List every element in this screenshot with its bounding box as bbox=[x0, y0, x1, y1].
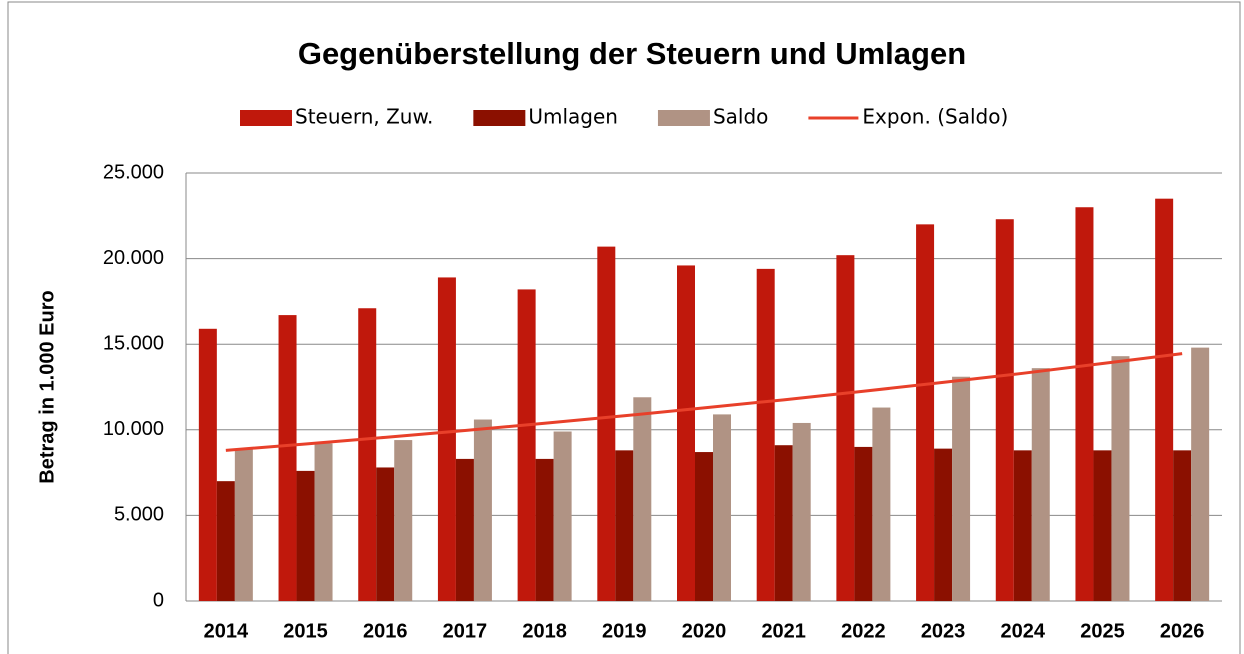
bar bbox=[553, 431, 572, 601]
bar bbox=[756, 268, 775, 601]
trend-line bbox=[225, 352, 1183, 452]
bar bbox=[995, 219, 1014, 601]
bar bbox=[695, 452, 713, 601]
x-tick-label: 2020 bbox=[682, 620, 727, 642]
bar bbox=[916, 224, 935, 602]
bar bbox=[677, 265, 695, 601]
bar bbox=[1191, 347, 1210, 601]
legend-swatch bbox=[240, 110, 292, 126]
bar bbox=[535, 458, 554, 601]
bar bbox=[473, 419, 492, 601]
chart-title: Gegenüberstellung der Steuern und Umlage… bbox=[298, 36, 966, 71]
legend-label: Saldo bbox=[713, 105, 768, 129]
bar bbox=[394, 440, 413, 601]
legend-swatch bbox=[473, 110, 526, 126]
x-tick-label: 2018 bbox=[522, 620, 567, 642]
bar bbox=[1155, 198, 1174, 601]
bar bbox=[774, 445, 793, 601]
bar bbox=[1031, 368, 1050, 601]
x-tick-label: 2017 bbox=[443, 620, 488, 642]
x-tick-label: 2026 bbox=[1160, 620, 1205, 642]
bar bbox=[517, 289, 536, 601]
x-tick-label: 2022 bbox=[841, 620, 886, 642]
bar bbox=[296, 470, 315, 601]
bar bbox=[1093, 450, 1112, 601]
bar bbox=[836, 255, 855, 601]
bar bbox=[615, 450, 634, 601]
bar bbox=[713, 414, 731, 601]
bar bbox=[952, 376, 971, 601]
y-tick-label: 20.000 bbox=[103, 247, 164, 269]
bar bbox=[597, 246, 616, 601]
legend-label: Umlagen bbox=[528, 105, 618, 129]
bar bbox=[314, 443, 333, 601]
y-tick-label: 15.000 bbox=[103, 332, 164, 354]
bar bbox=[376, 467, 395, 601]
y-axis-label: Betrag in 1.000 Euro bbox=[36, 290, 58, 483]
bar bbox=[1111, 356, 1130, 601]
x-tick-label: 2025 bbox=[1080, 620, 1125, 642]
bar bbox=[216, 481, 235, 601]
bar bbox=[437, 277, 456, 601]
legend-swatch bbox=[657, 110, 710, 126]
legend-label: Steuern, Zuw. bbox=[295, 105, 433, 129]
y-tick-label: 10.000 bbox=[103, 418, 164, 440]
x-tick-label: 2024 bbox=[1001, 620, 1046, 642]
legend-label: Expon. (Saldo) bbox=[862, 105, 1008, 129]
x-tick-label: 2015 bbox=[283, 620, 328, 642]
bar bbox=[792, 422, 811, 601]
bar bbox=[234, 448, 253, 601]
y-tick-label: 25.000 bbox=[103, 161, 164, 183]
x-tick-label: 2014 bbox=[204, 620, 249, 642]
bar bbox=[1013, 450, 1032, 601]
bar bbox=[872, 407, 891, 601]
y-tick-label: 0 bbox=[153, 589, 164, 611]
x-tick-label: 2019 bbox=[602, 620, 647, 642]
bar bbox=[854, 446, 873, 601]
bar bbox=[198, 328, 217, 601]
x-tick-label: 2021 bbox=[761, 620, 806, 642]
bar bbox=[633, 397, 652, 601]
bar bbox=[455, 458, 474, 601]
x-tick-label: 2023 bbox=[921, 620, 966, 642]
bar bbox=[934, 448, 953, 601]
bar bbox=[278, 315, 297, 601]
bar bbox=[1075, 207, 1094, 602]
x-tick-label: 2016 bbox=[363, 620, 408, 642]
y-tick-label: 5.000 bbox=[114, 504, 164, 526]
bar bbox=[1173, 450, 1192, 601]
bar bbox=[358, 308, 377, 601]
